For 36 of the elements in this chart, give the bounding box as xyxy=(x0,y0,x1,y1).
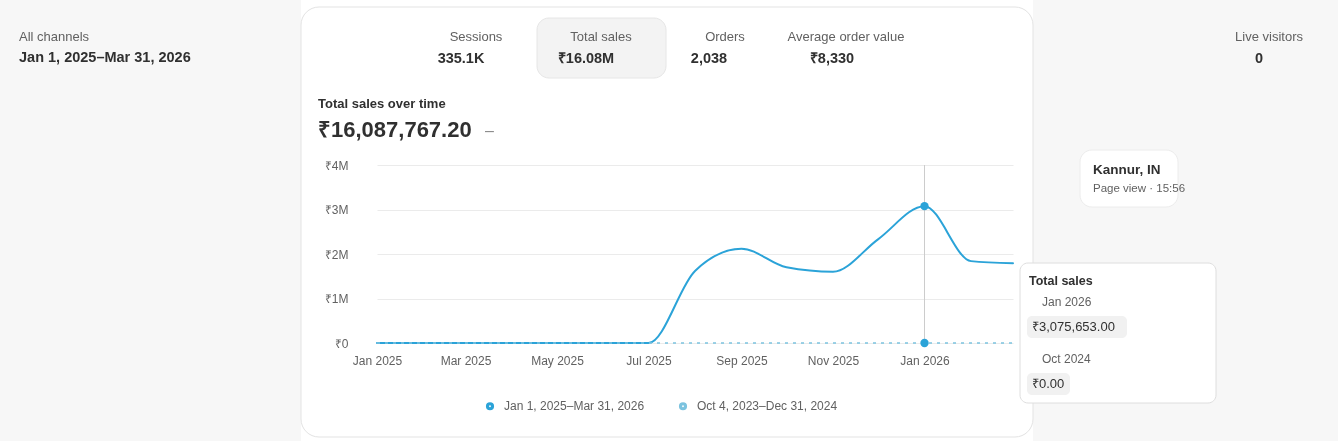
x-tick-label: May 2025 xyxy=(531,353,585,368)
text: Kannur, IN xyxy=(1093,162,1161,177)
text: ₹16.08M xyxy=(557,50,615,66)
text: Total sales xyxy=(570,29,633,44)
y-tick-label: ₹1M xyxy=(324,292,349,306)
legend-label: Oct 4, 2023–Dec 31, 2024 xyxy=(697,399,838,414)
y-tick-label: ₹0 xyxy=(334,336,349,351)
y-tick-label: ₹3M xyxy=(324,203,349,217)
text: – xyxy=(485,122,494,139)
text: ₹0.00 xyxy=(1032,376,1065,391)
text: Page view · 15:56 xyxy=(1093,182,1186,194)
y-tick-label: ₹4M xyxy=(324,158,349,173)
x-tick-label: Jan 2026 xyxy=(900,353,951,368)
text: Orders xyxy=(705,29,746,44)
text: ₹8,330 xyxy=(809,50,855,66)
legend-label: Jan 1, 2025–Mar 31, 2026 xyxy=(504,399,645,414)
text: 0 xyxy=(1254,50,1264,66)
text: 2,038 xyxy=(690,50,728,66)
text: Jan 1, 2025–Mar 31, 2026 xyxy=(19,49,191,65)
text: Average order value xyxy=(787,29,905,44)
text: Live visitors xyxy=(1235,29,1304,44)
x-tick-label: Nov 2025 xyxy=(807,353,860,368)
text: All channels xyxy=(19,29,90,44)
text: ₹3,075,653.00 xyxy=(1032,319,1115,334)
text: Jan 2026 xyxy=(1042,295,1092,309)
text: Total sales xyxy=(1029,274,1093,288)
text: Sessions xyxy=(449,29,503,44)
text: 335.1K xyxy=(437,50,485,66)
text: Oct 2024 xyxy=(1042,352,1092,366)
x-tick-label: Sep 2025 xyxy=(716,353,769,368)
chart-subtitle: ₹16,087,767.20 xyxy=(318,117,472,142)
x-tick-label: Mar 2025 xyxy=(440,353,492,368)
chart-title: Total sales over time xyxy=(318,96,446,111)
x-tick-label: Jan 2025 xyxy=(352,353,403,368)
y-tick-label: ₹2M xyxy=(324,247,349,262)
x-tick-label: Jul 2025 xyxy=(626,353,673,368)
